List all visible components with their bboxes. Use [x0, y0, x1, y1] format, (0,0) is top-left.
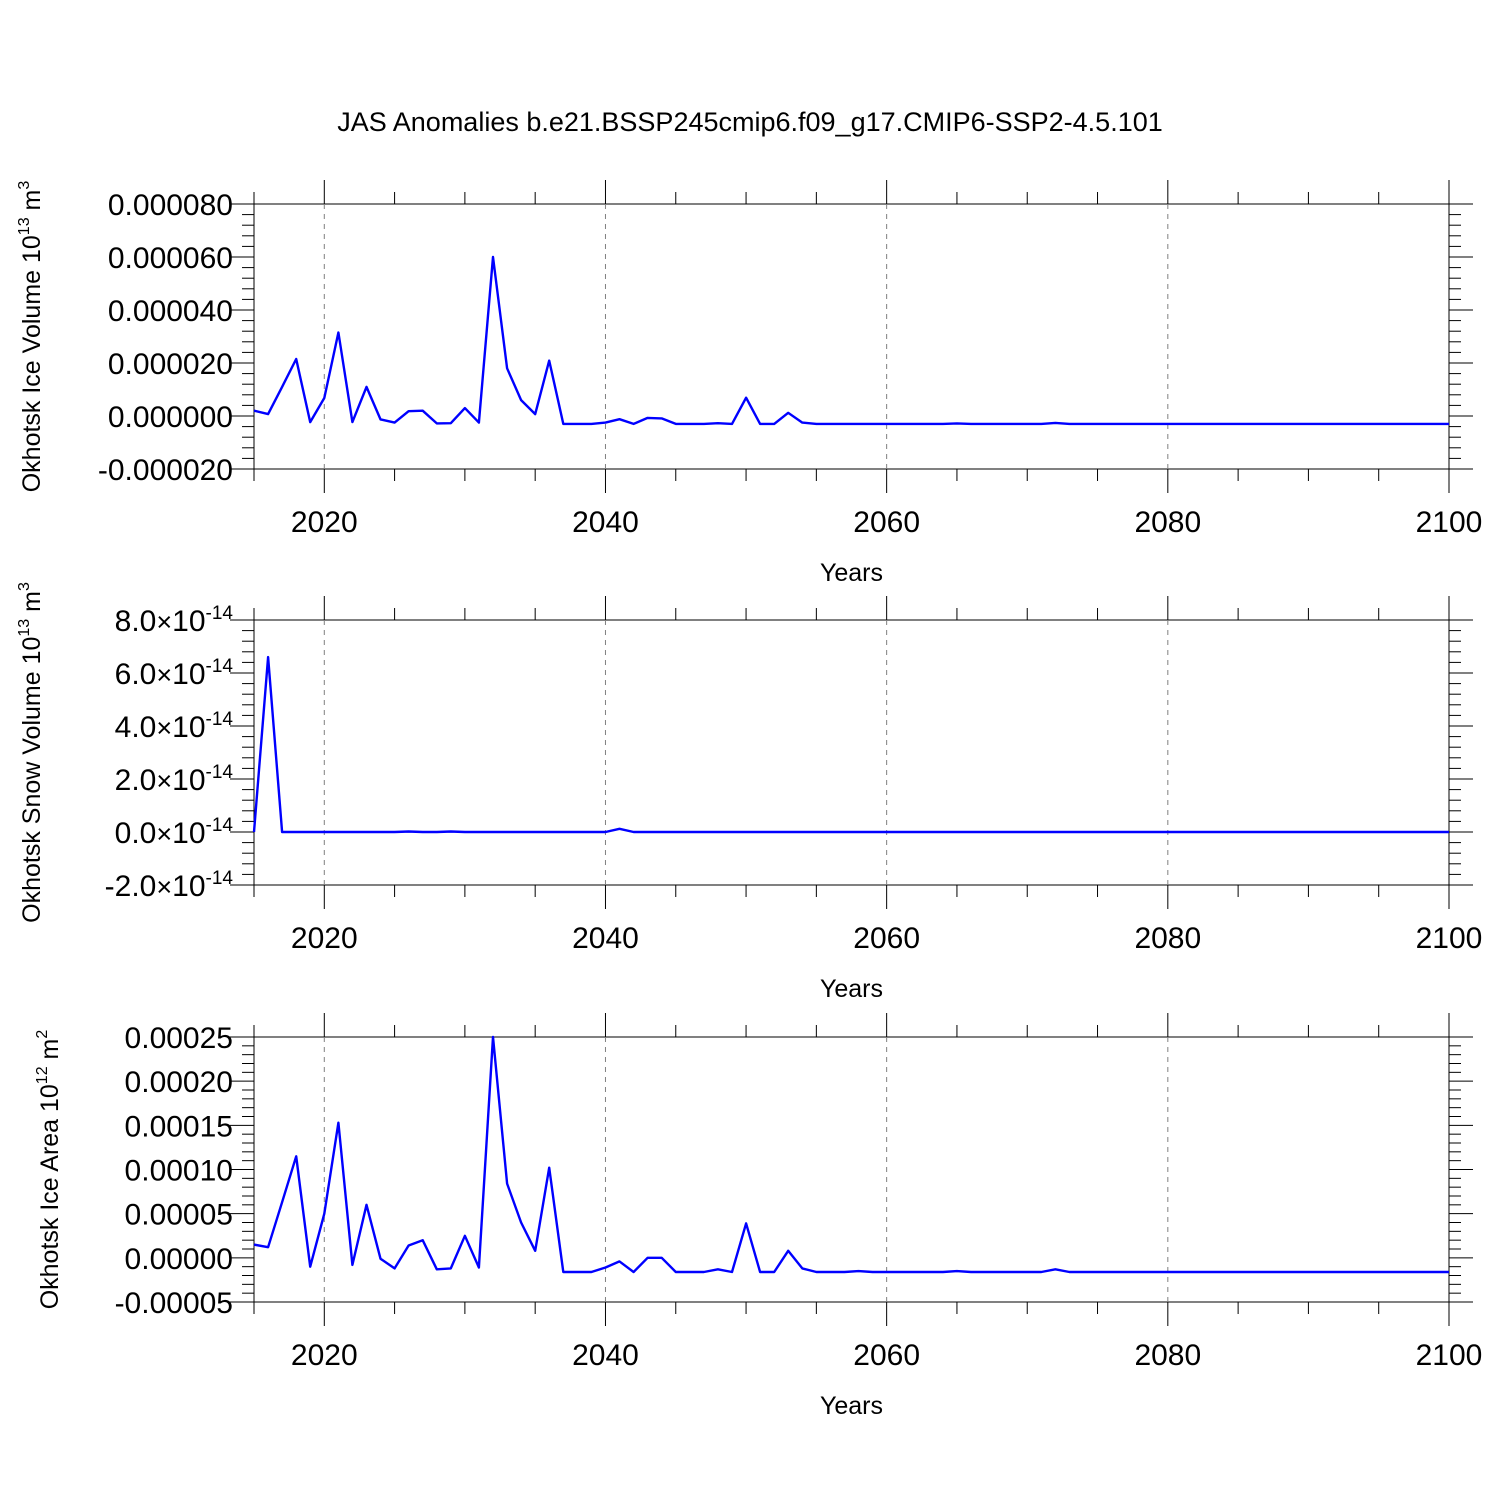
- y-tick-label: 0.000060: [108, 242, 233, 275]
- x-tick-label: 2020: [291, 506, 358, 539]
- plot-frame: [253, 203, 1450, 470]
- y-tick-label: 8.0×10-14: [115, 603, 234, 638]
- x-tick-label: 2080: [1134, 1339, 1201, 1372]
- y-tick-label: 0.000080: [108, 189, 233, 222]
- y-tick-label: 0.00015: [125, 1110, 233, 1143]
- x-tick-label: 2080: [1134, 922, 1201, 955]
- x-tick-label: 2060: [853, 1339, 920, 1372]
- plot-frame: [253, 619, 1450, 886]
- x-tick-label: 2020: [291, 1339, 358, 1372]
- panel-3: 2020 2040 2060 2080 2100 Years -0.00005 0.00000…: [34, 1013, 1482, 1420]
- x-tick-label: 2100: [1416, 506, 1483, 539]
- y-tick-label: 6.0×10-14: [115, 656, 234, 691]
- y-tick-label: 0.000040: [108, 295, 233, 328]
- figure-title: JAS Anomalies b.e21.BSSP245cmip6.f09_g17…: [337, 107, 1163, 137]
- panel-2: 2020 2040 2060 2080 2100 Years -2.0×10-14 0.0×1…: [16, 582, 1482, 1003]
- y-tick-label: 0.000020: [108, 348, 233, 381]
- x-axis-label: Years: [820, 975, 883, 1003]
- series-line: [253, 1035, 1449, 1274]
- y-tick-label: 0.0×10-14: [115, 815, 234, 850]
- panel-1: 2020 2040 2060 2080 2100 Years -0.000020 0.0000…: [16, 180, 1482, 587]
- x-tick-label: 2020: [291, 922, 358, 955]
- y-axis-label: Okhotsk Ice Area 1012 m2: [34, 1030, 64, 1310]
- y-tick-label: 0.00000: [125, 1243, 233, 1276]
- y-axis-label: Okhotsk Snow Volume 1013 m3: [16, 582, 46, 923]
- x-tick-label: 2100: [1416, 1339, 1483, 1372]
- x-axis-label: Years: [820, 1392, 883, 1420]
- x-axis-label: Years: [820, 559, 883, 587]
- y-tick-label: 4.0×10-14: [115, 709, 234, 744]
- y-tick-label: 0.00020: [125, 1066, 233, 1099]
- x-tick-label: 2100: [1416, 922, 1483, 955]
- y-tick-label: -0.00005: [115, 1287, 233, 1320]
- x-tick-label: 2040: [572, 922, 639, 955]
- y-axis-label: Okhotsk Ice Volume 1013 m3: [16, 181, 46, 493]
- y-tick-label: 0.00010: [125, 1155, 233, 1188]
- y-tick-label: 0.00005: [125, 1199, 233, 1232]
- x-tick-label: 2040: [572, 506, 639, 539]
- series-line: [252, 655, 1449, 834]
- series-line: [253, 255, 1449, 426]
- x-tick-label: 2040: [572, 1339, 639, 1372]
- x-tick-label: 2080: [1134, 506, 1201, 539]
- x-tick-label: 2060: [853, 506, 920, 539]
- x-tick-label: 2060: [853, 922, 920, 955]
- panels: 2020 2040 2060 2080 2100 Years -0.000020 0.0000…: [16, 180, 1482, 1420]
- y-tick-label: 0.00025: [125, 1022, 233, 1055]
- y-tick-label: 2.0×10-14: [115, 762, 234, 797]
- y-tick-label: -2.0×10-14: [105, 868, 234, 903]
- y-tick-label: 0.000000: [108, 401, 233, 434]
- y-tick-label: -0.000020: [98, 454, 233, 487]
